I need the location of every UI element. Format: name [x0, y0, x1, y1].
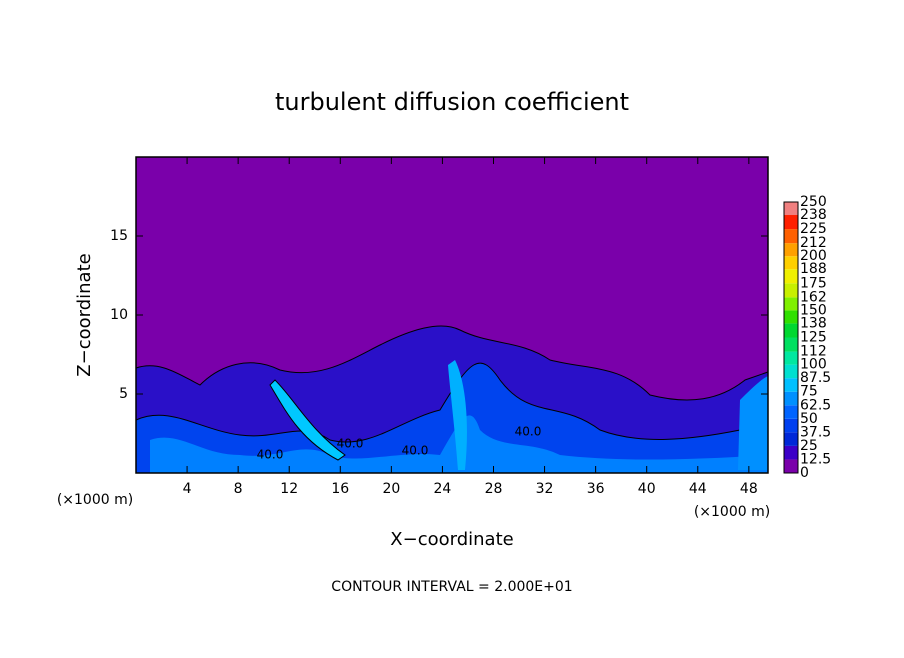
- colorbar-label: 238: [800, 207, 827, 223]
- y-tick-label: 10: [110, 307, 128, 323]
- colorbar-label: 150: [800, 302, 827, 318]
- colorbar-label: 50: [800, 411, 818, 427]
- x-unit: (×1000 m): [694, 504, 770, 520]
- x-tick-label: 32: [536, 481, 554, 497]
- field-region: [269, 379, 346, 461]
- colorbar-label: 0: [800, 465, 809, 481]
- colorbar-band: [784, 229, 798, 244]
- colorbar-label: 75: [800, 384, 818, 400]
- x-tick-label: 8: [234, 481, 243, 497]
- colorbar-label: 100: [800, 357, 827, 373]
- colorbar-band: [784, 445, 798, 460]
- y-tick-label: 15: [110, 228, 128, 244]
- colorbar-band: [784, 459, 798, 473]
- colorbar-band: [784, 378, 798, 392]
- colorbar-label: 200: [800, 248, 827, 264]
- colorbar-band: [784, 243, 798, 257]
- colorbar-label: 87.5: [800, 370, 831, 386]
- contour-label: 40.0: [515, 425, 542, 439]
- colorbar-band: [784, 337, 798, 352]
- field-region: [448, 360, 467, 470]
- colorbar-band: [784, 283, 798, 298]
- contour-label: 40.0: [402, 444, 429, 458]
- x-tick-label: 24: [434, 481, 452, 497]
- colorbar-frame: [783, 201, 799, 474]
- chart-title: turbulent diffusion coefficient: [275, 88, 629, 116]
- x-tick-label: 40: [638, 481, 656, 497]
- contour-label: 40.0: [337, 437, 364, 451]
- colorbar-label: 212: [800, 235, 827, 251]
- x-tick-label: 12: [280, 481, 298, 497]
- x-tick-label: 36: [587, 481, 605, 497]
- colorbar-band: [784, 310, 798, 324]
- colorbar-label: 162: [800, 289, 827, 305]
- y-axis-label: Z−coordinate: [74, 253, 95, 376]
- colorbar-label: 112: [800, 344, 827, 360]
- subtitle: CONTOUR INTERVAL = 2.000E+01: [331, 579, 572, 595]
- colorbar-label: 188: [800, 261, 827, 277]
- x-tick-label: 20: [382, 481, 400, 497]
- colorbar-label: 225: [800, 221, 827, 237]
- x-tick-label: 4: [183, 481, 192, 497]
- colorbar-label: 62.5: [800, 397, 831, 413]
- contour-label: 40.0: [257, 448, 284, 462]
- field: [135, 157, 769, 474]
- x-axis-label: X−coordinate: [390, 529, 513, 550]
- colorbar-label: 125: [800, 330, 827, 346]
- colorbar-band: [784, 418, 798, 433]
- colorbar-label: 138: [800, 315, 827, 331]
- colorbar-band: [784, 364, 798, 379]
- field-region: [738, 376, 768, 470]
- colorbar-band: [784, 351, 798, 365]
- colorbar-band: [784, 391, 798, 406]
- colorbar-label: 12.5: [800, 451, 831, 467]
- y-unit: (×1000 m): [57, 492, 133, 508]
- colorbar-band: [784, 297, 798, 311]
- x-tick-label: 28: [485, 481, 503, 497]
- colorbar-band: [784, 323, 798, 338]
- colorbar-band: [784, 202, 798, 216]
- colorbar-band: [784, 405, 798, 419]
- x-tick-label: 44: [689, 481, 707, 497]
- colorbar-label: 175: [800, 275, 827, 291]
- x-tick-label: 48: [740, 481, 758, 497]
- colorbar-label: 250: [800, 194, 827, 210]
- colorbar-band: [784, 215, 798, 230]
- colorbar-label: 25: [800, 438, 818, 454]
- colorbar-band: [784, 269, 798, 284]
- y-tick-label: 5: [119, 386, 128, 402]
- colorbar-label: 37.5: [800, 424, 831, 440]
- x-tick-label: 16: [331, 481, 349, 497]
- colorbar-band: [784, 432, 798, 446]
- colorbar-band: [784, 256, 798, 270]
